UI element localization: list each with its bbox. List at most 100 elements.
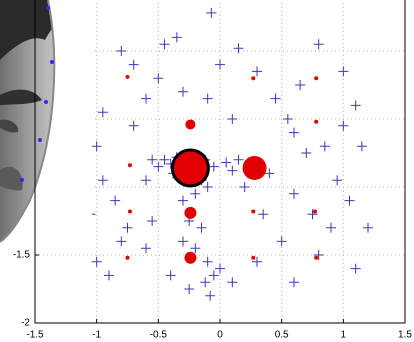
circle-point [314,76,319,81]
cross-point [141,243,151,254]
cross-point [190,243,201,254]
cross-point [110,195,121,206]
y-tick-label: -2 [21,318,30,329]
cross-point [202,256,213,267]
circle-point [127,163,132,168]
cross-point [282,114,293,124]
x-tick-label: 0.5 [275,330,289,341]
x-tick-label: 0 [217,330,223,341]
cross-point [208,270,219,281]
cross-point [141,175,151,186]
cross-point [178,86,188,97]
cross-point [289,127,299,138]
cross-point [178,236,188,247]
cross-point [208,161,219,172]
cross-point [91,256,102,267]
circle-point [312,209,317,214]
cross-point [227,277,238,288]
cross-point [122,222,133,233]
cross-point [116,46,127,56]
cross-point [350,100,361,111]
cross-point [252,256,262,267]
cross-point [313,39,324,50]
cross-point [221,157,232,168]
cross-point [313,250,324,260]
x-tick-label: -0.5 [150,330,168,341]
cross-point [159,39,170,50]
cross-point [202,93,213,104]
cross-point [307,209,318,220]
face-inset [0,0,92,243]
cross-point [165,270,176,281]
circle-point [125,255,130,260]
cross-point [326,222,336,233]
cross-point [202,182,213,192]
cross-point [215,59,225,70]
x-tick-label: -1.5 [26,330,44,341]
cross-point [233,154,244,165]
x-tick-label: 1 [341,330,347,341]
cross-point [289,277,299,288]
cross-point [270,93,281,104]
cross-point [338,66,349,77]
cross-point [128,120,139,131]
cross-point [252,66,262,77]
cross-point [171,32,182,43]
cross-point [159,154,170,165]
cross-point [233,43,244,54]
cross-point [178,195,188,206]
cross-point [184,284,195,294]
cross-point [116,236,127,247]
cross-point [190,188,201,199]
circle-point [314,119,319,124]
circle-point [251,209,256,214]
cross-point [206,7,217,18]
cross-point [258,209,269,220]
cross-point [264,168,275,179]
cross-point [97,175,108,186]
cross-point [97,107,108,118]
cross-point [205,290,216,301]
cross-point [295,80,306,90]
cross-point [153,161,164,172]
circle-point [184,206,197,219]
cross-point [200,277,211,288]
circle-point [127,209,132,214]
circle-point [251,76,256,81]
cross-point [141,93,151,104]
cross-point [239,182,250,192]
cross-point [91,141,102,152]
circle-point [184,251,197,264]
cross-point [338,120,349,131]
cross-point [350,263,361,274]
cross-point [196,222,207,233]
cross-point [289,188,299,199]
circle-point [170,148,210,188]
cross-point [227,165,238,176]
circle-point [242,155,267,180]
cross-point [227,114,238,124]
cross-point [363,222,373,233]
cross-point [332,175,343,186]
x-tick-label: 1.5 [398,330,412,341]
cross-point [276,236,287,247]
cross-point [153,73,164,84]
circle-point [125,74,130,79]
circle-point [185,119,196,130]
cross-point [344,195,355,206]
cross-point [215,263,225,274]
cross-point [147,154,158,165]
cross-point [147,216,158,226]
cross-point [128,59,139,70]
cross-point [356,141,367,152]
plot-area [35,0,406,324]
x-tick-label: -1 [92,330,101,341]
cross-point [104,270,114,281]
circle-point [251,255,256,260]
cross-point [301,148,312,158]
y-tick-label: -1.5 [13,250,31,261]
cross-point [319,141,330,152]
circle-point [314,255,319,260]
